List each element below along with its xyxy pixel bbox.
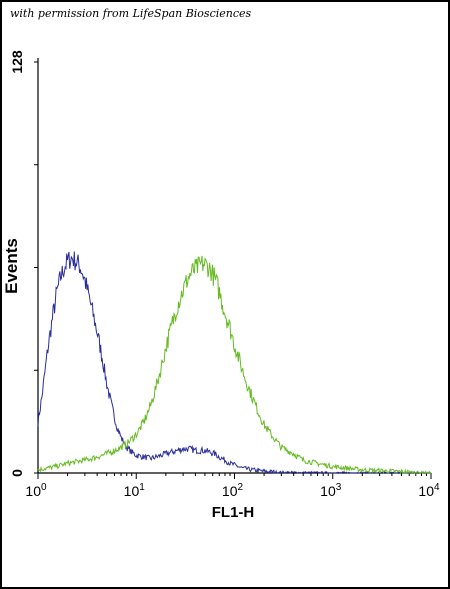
series-layer [37,251,431,475]
series-green-histogram [37,255,431,475]
y-axis-label: Events [2,238,21,294]
series-blue-histogram [37,251,431,475]
y-tick-label: 0 [9,469,25,477]
x-axis-label: FL1-H [212,504,255,521]
credit-text: with permission from LifeSpan Bioscience… [10,7,252,20]
x-tick-label: 103 [320,482,342,499]
plot-axes [34,58,432,479]
x-tick-labels: 100 101 102 103 104 [25,482,440,499]
x-tick-label: 104 [418,482,440,499]
x-tick-label: 101 [124,482,146,499]
x-tick-label: 100 [25,482,47,499]
y-tick-labels: 0 128 [9,50,25,477]
y-tick-label: 128 [9,50,25,74]
x-tick-label: 102 [222,482,244,499]
